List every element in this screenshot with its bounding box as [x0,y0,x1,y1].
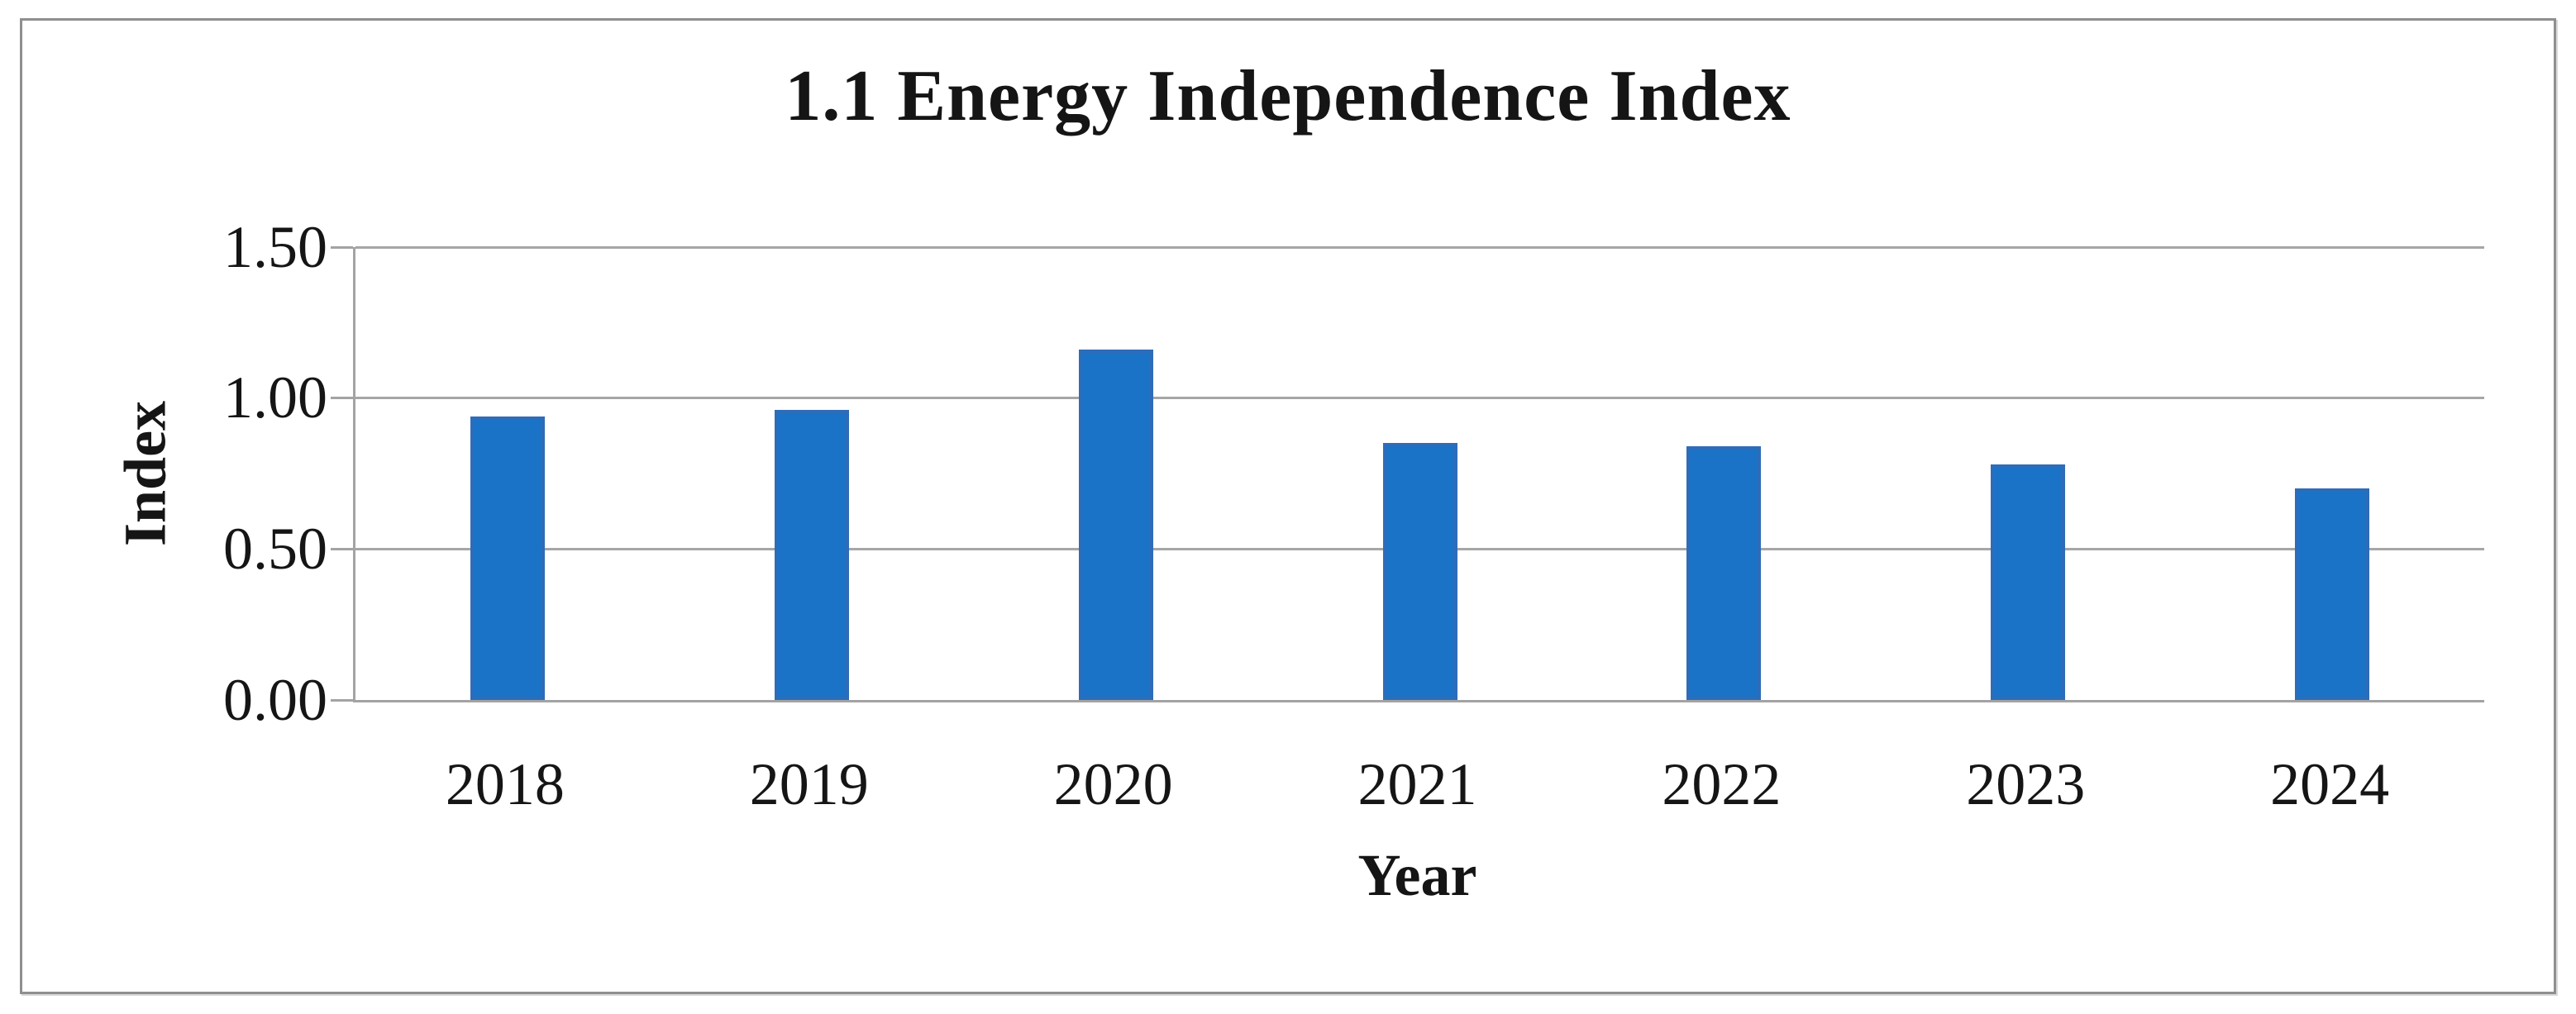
y-tick-label: 1.00 [223,364,327,431]
y-axis-tick [331,547,353,550]
chart-border-frame [20,18,2556,994]
x-tick-label-2021: 2021 [1357,751,1477,817]
x-tick-label-2018: 2018 [445,751,565,817]
y-tick-label: 0.50 [223,515,327,582]
bar-2023 [1991,464,2066,700]
x-tick-label-2024: 2024 [2270,751,2390,817]
x-tick-label-2023: 2023 [1966,751,2086,817]
bar-2018 [470,416,545,700]
plot-area [353,245,2484,702]
y-tick-label: 1.50 [223,213,327,280]
bar-2019 [774,410,849,700]
y-tick-label: 0.00 [223,666,327,733]
bar-2021 [1382,443,1457,700]
x-tick-label-2020: 2020 [1053,751,1173,817]
gridline-1.50 [355,245,2484,249]
chart-title: 1.1 Energy Independence Index [785,56,1791,136]
x-tick-label-2022: 2022 [1662,751,1782,817]
x-axis-title: Year [1357,842,1477,908]
bar-2020 [1078,350,1153,700]
y-axis-tick [331,245,353,249]
y-axis-tick [331,698,353,702]
bar-2022 [1686,446,1762,700]
x-tick-label-2019: 2019 [749,751,869,817]
y-axis-tick [331,397,353,400]
gridline-1.00 [355,397,2484,400]
bar-2024 [2295,488,2370,700]
